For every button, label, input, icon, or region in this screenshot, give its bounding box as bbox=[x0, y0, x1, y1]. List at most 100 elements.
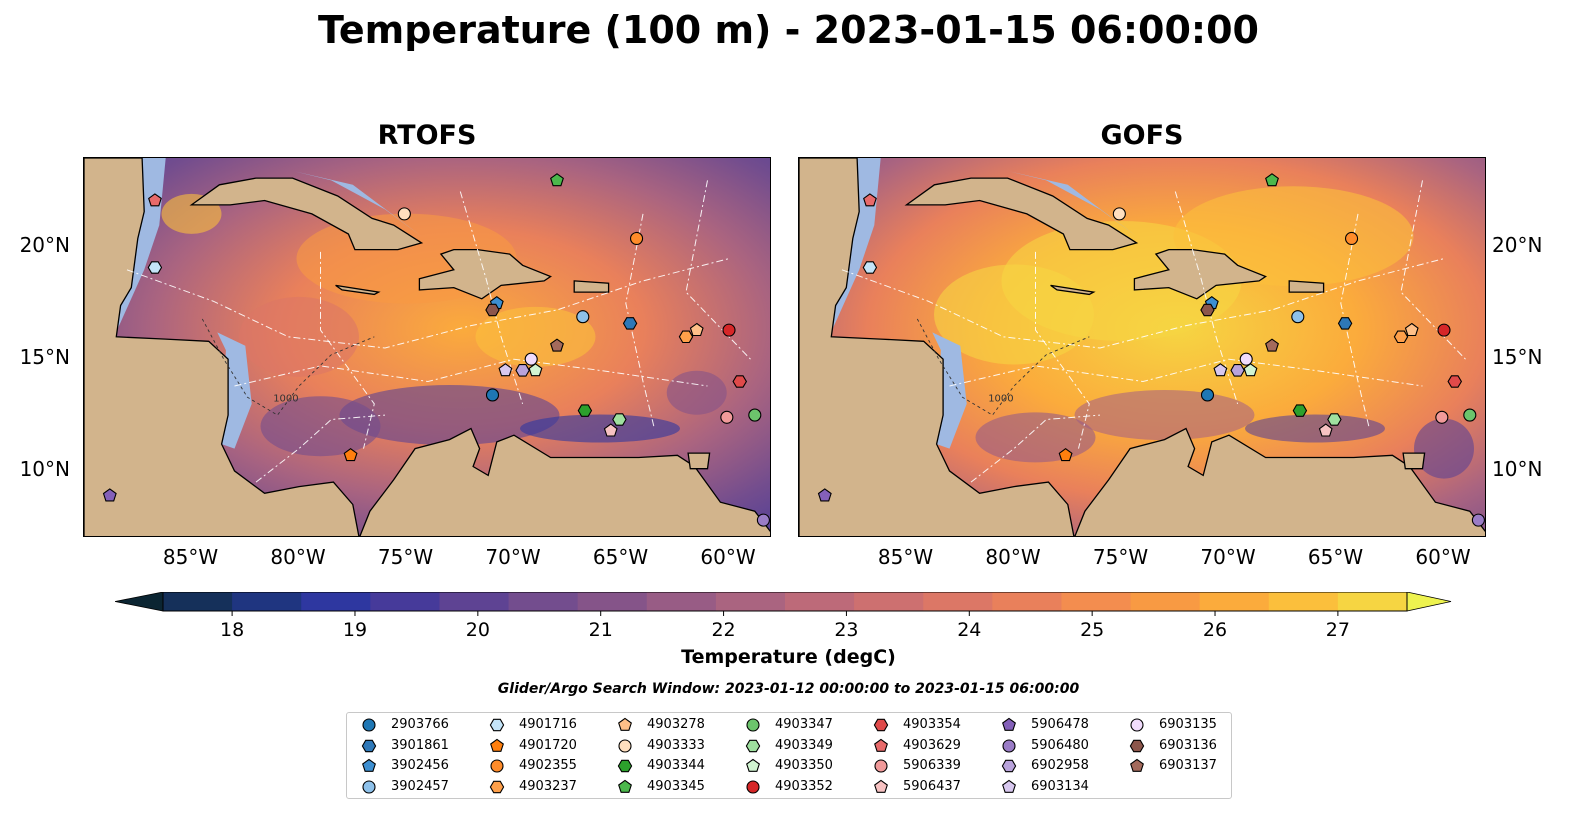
legend-marker-6903136 bbox=[1129, 739, 1145, 752]
legend-marker-4903347 bbox=[746, 718, 760, 732]
legend-marker-4903629 bbox=[874, 738, 888, 752]
float-marker-4903354 bbox=[732, 375, 748, 388]
legend-label: 4903345 bbox=[647, 778, 705, 794]
float-marker-5906437 bbox=[1318, 423, 1333, 437]
legend-marker-icon bbox=[746, 758, 760, 772]
legend-marker-4903350 bbox=[746, 758, 760, 772]
float-marker-4903629 bbox=[863, 193, 877, 207]
legend-marker-icon bbox=[490, 738, 504, 752]
legend-marker-icon bbox=[745, 739, 761, 752]
legend-marker-icon bbox=[489, 780, 505, 793]
colorbar-tick-label: 19 bbox=[343, 619, 367, 641]
lat-tick-label-left: 20°N bbox=[19, 233, 70, 258]
float-marker-4903347 bbox=[748, 408, 762, 422]
legend-marker-4901720 bbox=[490, 738, 504, 752]
legend-marker-3902456 bbox=[362, 758, 376, 772]
float-marker-4903350 bbox=[1243, 363, 1258, 377]
legend-marker-4903237 bbox=[489, 780, 505, 793]
legend-label: 4903333 bbox=[647, 737, 705, 753]
legend-label: 4903278 bbox=[647, 717, 705, 732]
legend-label: 6902958 bbox=[1031, 758, 1089, 773]
float-marker-6903135 bbox=[1239, 352, 1253, 366]
legend-marker-5906437 bbox=[874, 779, 888, 793]
legend-label: 4903347 bbox=[775, 717, 833, 732]
float-marker-4903345 bbox=[550, 173, 564, 187]
lat-tick-label-right: 15°N bbox=[1492, 345, 1543, 370]
figure-title: Temperature (100 m) - 2023-01-15 06:00:0… bbox=[317, 8, 1259, 52]
legend-marker-icon bbox=[1129, 739, 1145, 752]
float-marker-4903347 bbox=[1463, 408, 1477, 422]
lat-tick-label-right: 10°N bbox=[1492, 456, 1543, 481]
legend-marker-5906478 bbox=[1002, 717, 1016, 731]
legend-label: 5906339 bbox=[903, 758, 961, 773]
legend-marker-4902355 bbox=[490, 759, 504, 773]
legend-label: 3901861 bbox=[391, 737, 449, 753]
map-svg: 1000 bbox=[799, 158, 1485, 536]
float-marker-4903352 bbox=[1437, 323, 1451, 337]
legend-label: 2903766 bbox=[391, 717, 449, 732]
colorbar-tick-label: 20 bbox=[466, 619, 490, 641]
colorbar-label: Temperature (degC) bbox=[681, 646, 896, 668]
gofs-map: 1000 bbox=[798, 157, 1486, 537]
search-window-text: Glider/Argo Search Window: 2023-01-12 00… bbox=[497, 681, 1080, 697]
float-marker-5906478 bbox=[817, 488, 832, 502]
legend-marker-icon bbox=[746, 718, 760, 732]
float-marker-4903352 bbox=[722, 323, 736, 337]
float-marker-4903333 bbox=[397, 207, 411, 221]
legend-marker-6903135 bbox=[1130, 718, 1144, 732]
legend-label: 4901716 bbox=[519, 717, 577, 732]
colorbar-tick-label: 26 bbox=[1203, 619, 1227, 641]
lon-tick-label: 85°W bbox=[877, 545, 934, 569]
lon-tick-label: 70°W bbox=[485, 545, 541, 569]
float-marker-6903134 bbox=[1213, 363, 1228, 377]
legend-marker-2903766 bbox=[362, 718, 376, 732]
float-marker-4901716 bbox=[862, 261, 878, 274]
lon-tick-label: 60°W bbox=[700, 545, 756, 569]
legend-marker-4901716 bbox=[489, 718, 505, 732]
float-marker-4901720 bbox=[1058, 448, 1073, 462]
lon-tick-label: 75°W bbox=[377, 545, 434, 569]
float-marker-5906480 bbox=[1471, 513, 1485, 527]
lat-tick-label-right: 20°N bbox=[1492, 233, 1543, 258]
float-marker-4903354 bbox=[1447, 375, 1463, 388]
legend-marker-icon bbox=[874, 738, 888, 752]
legend-marker-4903333 bbox=[618, 738, 632, 753]
panel-title-rtofs: RTOFS bbox=[377, 120, 477, 151]
lon-tick-label: 65°W bbox=[1307, 545, 1364, 569]
legend-label: 4903629 bbox=[903, 737, 961, 753]
legend-label: 3902456 bbox=[391, 758, 449, 773]
legend-label: 4903344 bbox=[647, 758, 705, 773]
legend-label: 3902457 bbox=[391, 778, 449, 794]
legend-label: 6903134 bbox=[1031, 778, 1089, 794]
lon-tick-label: 80°W bbox=[985, 545, 1041, 569]
lon-tick-label: 65°W bbox=[592, 545, 649, 569]
lon-tick-label: 80°W bbox=[270, 545, 326, 569]
legend-marker-icon bbox=[1130, 758, 1144, 772]
legend-marker-6902958 bbox=[1001, 759, 1017, 773]
legend-label: 4901720 bbox=[519, 737, 577, 753]
legend-label: 4903350 bbox=[775, 758, 833, 773]
float-marker-6903134 bbox=[498, 363, 513, 377]
float-marker-2903766 bbox=[485, 388, 500, 402]
legend-marker-icon bbox=[490, 759, 504, 773]
float-marker-5906339 bbox=[720, 410, 734, 424]
colorbar-tick-label: 21 bbox=[589, 619, 613, 641]
legend-marker-icon bbox=[873, 718, 889, 732]
legend-label: 5906478 bbox=[1031, 717, 1089, 732]
float-marker-3902457 bbox=[1291, 310, 1305, 324]
lon-tick-label: 60°W bbox=[1415, 545, 1471, 569]
legend-label: 6903135 bbox=[1159, 717, 1217, 732]
lat-tick-label-left: 15°N bbox=[19, 345, 70, 370]
legend-marker-3901861 bbox=[361, 739, 377, 752]
colorbar-tick-label: 22 bbox=[711, 619, 735, 641]
legend-marker-5906480 bbox=[1002, 738, 1016, 753]
legend-marker-icon bbox=[362, 779, 376, 794]
float-marker-3902457 bbox=[576, 310, 590, 324]
legend-marker-icon bbox=[746, 779, 760, 794]
legend-marker-icon bbox=[362, 718, 376, 732]
legend-label: 4903349 bbox=[775, 737, 833, 753]
legend-marker-icon bbox=[1002, 717, 1016, 731]
float-marker-6903136 bbox=[1200, 303, 1215, 317]
legend-marker-4903345 bbox=[618, 779, 632, 793]
float-marker-6903136 bbox=[485, 303, 500, 317]
